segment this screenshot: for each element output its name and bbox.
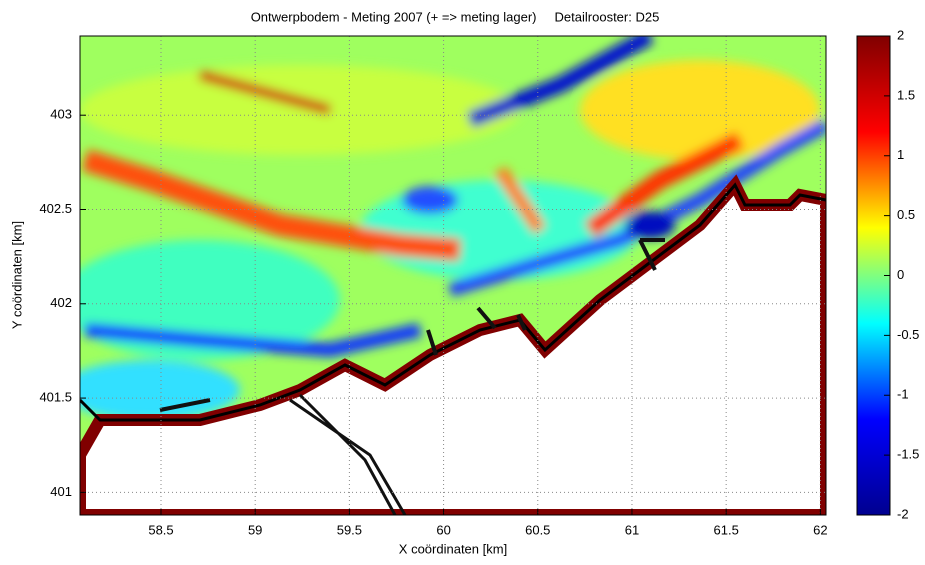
x-axis-label: X coördinaten [km] xyxy=(399,541,507,556)
y-tick-label: 401 xyxy=(50,484,72,499)
y-tick-label: 401.5 xyxy=(39,390,72,405)
x-tick-label: 59 xyxy=(248,522,262,537)
x-tick-label: 60 xyxy=(436,522,450,537)
chart: Ontwerpbodem - Meting 2007 (+ => meting … xyxy=(0,0,925,560)
x-tick-label: 59.5 xyxy=(337,522,362,537)
y-tick-label: 402.5 xyxy=(39,201,72,216)
x-tick-label: 60.5 xyxy=(525,522,550,537)
x-tick-label: 58.5 xyxy=(148,522,173,537)
heatmap-field xyxy=(60,36,826,515)
y-tick-label: 403 xyxy=(50,107,72,122)
colorbar-tick-label: 0.5 xyxy=(897,207,915,222)
x-tick-label: 62 xyxy=(813,522,827,537)
colorbar-tick-label: -0.5 xyxy=(897,327,919,342)
colorbar-tick-label: 2 xyxy=(897,27,904,42)
y-axis-label: Y coördinaten [km] xyxy=(9,221,24,329)
x-tick-label: 61 xyxy=(625,522,639,537)
chart-title: Ontwerpbodem - Meting 2007 (+ => meting … xyxy=(251,9,660,24)
colorbar-tick-label: -1 xyxy=(897,387,909,402)
colorbar-tick-label: -2 xyxy=(897,506,909,521)
colorbar-tick-label: -1.5 xyxy=(897,447,919,462)
colorbar-tick-label: 1.5 xyxy=(897,87,915,102)
colorbar-tick-label: 0 xyxy=(897,267,904,282)
y-tick-label: 402 xyxy=(50,295,72,310)
colorbar-tick-label: 1 xyxy=(897,147,904,162)
x-tick-label: 61.5 xyxy=(714,522,739,537)
